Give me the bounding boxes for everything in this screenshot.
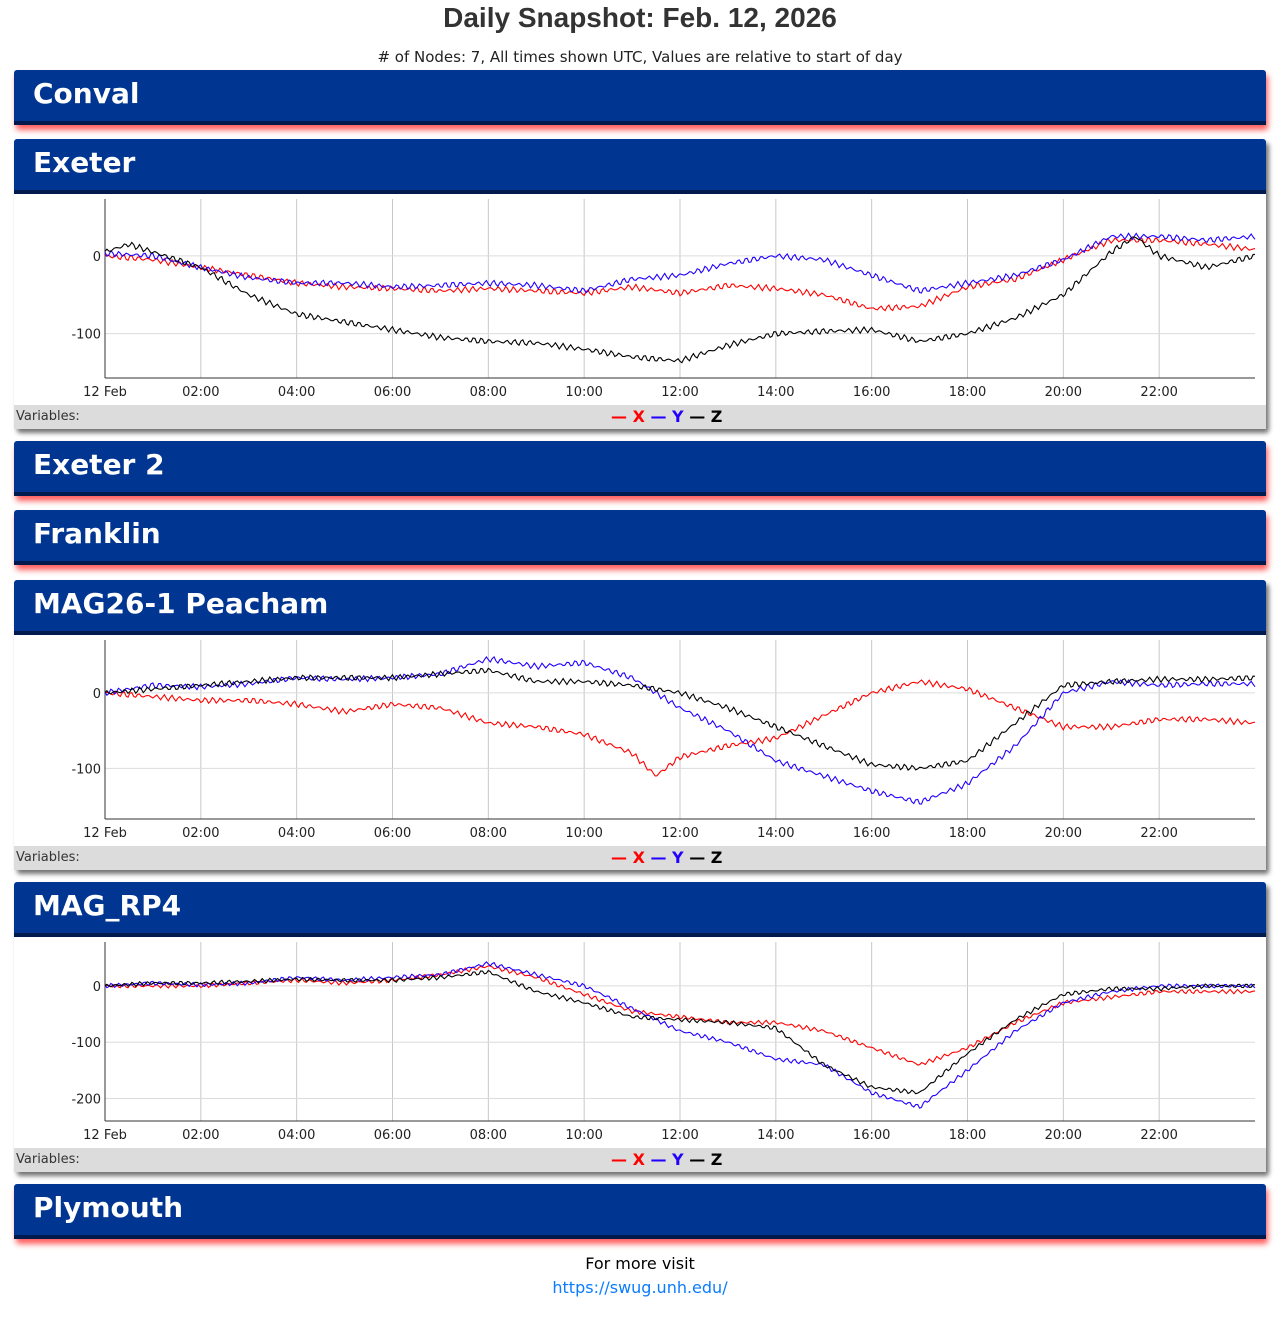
x-tick-label: 14:00	[757, 1128, 794, 1143]
x-tick-label: 12:00	[661, 385, 698, 400]
panel-exeter: Exeter 12 Feb 02:00 04:00 06:00 08:00 10:00 12…	[14, 139, 1266, 429]
series-line-y	[104, 232, 1256, 294]
legend-item-x[interactable]: — X	[611, 848, 651, 867]
panel-conval[interactable]: Conval	[14, 70, 1266, 125]
y-tick-label: -200	[71, 1092, 101, 1107]
y-tick-label: -100	[71, 1036, 101, 1051]
page-title: Daily Snapshot: Feb. 12, 2026	[443, 2, 837, 33]
x-tick-label: 16:00	[853, 826, 890, 841]
variables-bar: Variables: — X — Y — Z	[14, 1148, 1266, 1172]
x-tick-label: 18:00	[949, 1128, 986, 1143]
x-tick-label: 12 Feb	[83, 385, 127, 400]
x-tick-label: 10:00	[565, 1128, 602, 1143]
page-subtitle: # of Nodes: 7, All times shown UTC, Valu…	[377, 48, 903, 66]
x-tick-label: 14:00	[757, 826, 794, 841]
series-line-z	[104, 236, 1256, 364]
variables-label: Variables:	[16, 1152, 80, 1167]
peacham-chart: 12 Feb 02:00 04:00 06:00 08:00 10:00 12:00 14:0…	[14, 635, 1266, 846]
x-tick-label: 04:00	[278, 1128, 315, 1143]
footer-text: For more visit	[585, 1254, 695, 1273]
x-tick-label: 06:00	[374, 1128, 411, 1143]
x-tick-label: 08:00	[470, 1128, 507, 1143]
panel-header[interactable]: MAG_RP4	[14, 882, 1266, 937]
y-tick-label: -100	[71, 328, 101, 343]
y-tick-label: 0	[93, 250, 101, 265]
series-line-y	[104, 961, 1256, 1109]
x-tick-label: 22:00	[1140, 385, 1177, 400]
panel-header[interactable]: Plymouth	[14, 1184, 1266, 1239]
panel-header[interactable]: MAG26-1 Peacham	[14, 580, 1266, 635]
panel-franklin[interactable]: Franklin	[14, 510, 1266, 565]
legend: — X — Y — Z	[611, 848, 722, 867]
x-tick-label: 08:00	[470, 826, 507, 841]
legend-item-z[interactable]: — Z	[689, 1150, 723, 1169]
y-tick-label: -100	[71, 762, 101, 777]
x-tick-label: 20:00	[1045, 385, 1082, 400]
series-line-x	[104, 679, 1256, 777]
legend: — X — Y — Z	[611, 1150, 722, 1169]
x-tick-label: 22:00	[1140, 826, 1177, 841]
variables-bar: Variables: — X — Y — Z	[14, 405, 1266, 429]
footer-link[interactable]: https://swug.unh.edu/	[552, 1278, 728, 1297]
y-tick-label: 0	[93, 980, 101, 995]
exeter-chart: 12 Feb 02:00 04:00 06:00 08:00 10:00 12:00 14:0…	[14, 194, 1266, 405]
variables-label: Variables:	[16, 850, 80, 865]
x-tick-label: 14:00	[757, 385, 794, 400]
series-line-x	[104, 237, 1256, 312]
variables-bar: Variables: — X — Y — Z	[14, 846, 1266, 870]
x-tick-label: 12:00	[661, 826, 698, 841]
legend-item-y[interactable]: — Y	[650, 407, 690, 426]
series-line-x	[104, 965, 1256, 1066]
x-tick-label: 04:00	[278, 826, 315, 841]
panel-header[interactable]: Exeter 2	[14, 441, 1266, 496]
legend-item-z[interactable]: — Z	[689, 407, 723, 426]
panel-peacham: MAG26-1 Peacham 12 Feb 02:00 04:00 06:00 08:…	[14, 580, 1266, 870]
x-tick-label: 20:00	[1045, 826, 1082, 841]
legend-item-x[interactable]: — X	[611, 407, 651, 426]
panel-plymouth[interactable]: Plymouth	[14, 1184, 1266, 1239]
panel-header[interactable]: Conval	[14, 70, 1266, 125]
x-tick-label: 10:00	[565, 826, 602, 841]
variables-label: Variables:	[16, 409, 80, 424]
x-tick-label: 16:00	[853, 385, 890, 400]
x-tick-label: 12 Feb	[83, 826, 127, 841]
x-tick-label: 18:00	[949, 826, 986, 841]
series-line-z	[104, 667, 1256, 771]
x-tick-label: 12:00	[661, 1128, 698, 1143]
x-tick-label: 18:00	[949, 385, 986, 400]
x-tick-label: 06:00	[374, 826, 411, 841]
x-tick-label: 20:00	[1045, 1128, 1082, 1143]
x-tick-label: 04:00	[278, 385, 315, 400]
rp4-chart: 12 Feb 02:00 04:00 06:00 08:00 10:00 12:00 14:0…	[14, 937, 1266, 1148]
panel-exeter-2[interactable]: Exeter 2	[14, 441, 1266, 496]
legend-item-y[interactable]: — Y	[650, 848, 690, 867]
series-line-z	[104, 969, 1256, 1095]
x-tick-label: 10:00	[565, 385, 602, 400]
panel-mag-rp4: MAG_RP4 12 Feb 02:00 04:00 06:00 08:00 10:00 1…	[14, 882, 1266, 1172]
x-tick-label: 02:00	[182, 826, 219, 841]
x-tick-label: 08:00	[470, 385, 507, 400]
panel-header[interactable]: Franklin	[14, 510, 1266, 565]
x-tick-label: 06:00	[374, 385, 411, 400]
y-tick-label: 0	[93, 687, 101, 702]
x-tick-label: 02:00	[182, 1128, 219, 1143]
legend-item-z[interactable]: — Z	[689, 848, 723, 867]
legend: — X — Y — Z	[611, 407, 722, 426]
x-tick-label: 22:00	[1140, 1128, 1177, 1143]
legend-item-x[interactable]: — X	[611, 1150, 651, 1169]
panel-header[interactable]: Exeter	[14, 139, 1266, 194]
x-tick-label: 02:00	[182, 385, 219, 400]
x-tick-label: 12 Feb	[83, 1128, 127, 1143]
x-tick-label: 16:00	[853, 1128, 890, 1143]
legend-item-y[interactable]: — Y	[650, 1150, 690, 1169]
